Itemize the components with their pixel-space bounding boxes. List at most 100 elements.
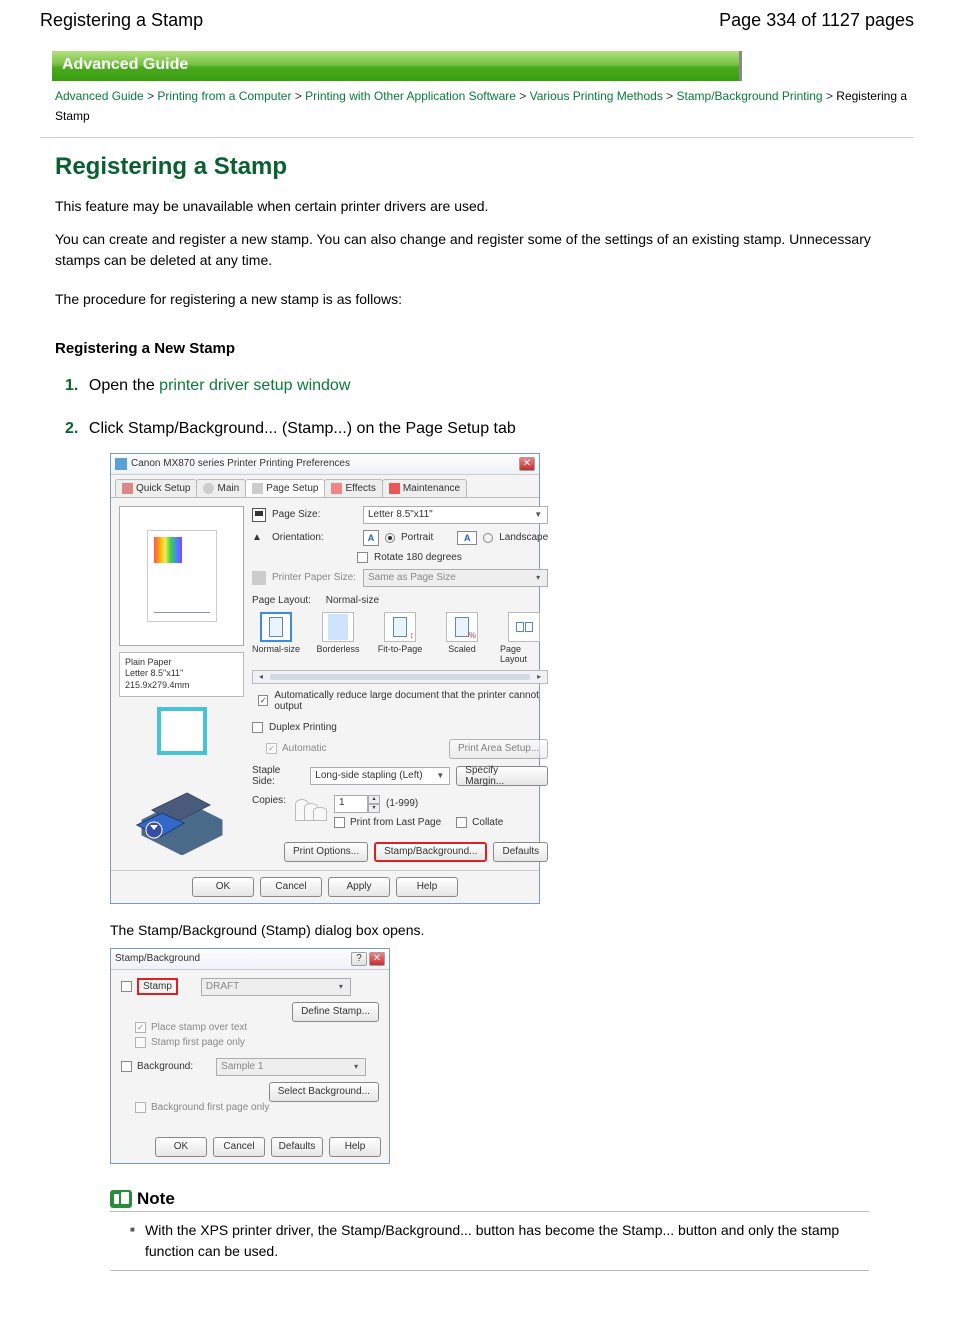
crumb-sep: >: [295, 89, 305, 103]
breadcrumb: Advanced Guide > Printing from a Compute…: [55, 86, 914, 127]
tab-label: Quick Setup: [136, 483, 190, 494]
staple-label: Staple Side:: [252, 765, 304, 787]
select-background-button[interactable]: Select Background...: [269, 1082, 379, 1102]
layout-borderless[interactable]: Borderless: [314, 612, 362, 664]
crumb-various-methods[interactable]: Various Printing Methods: [530, 89, 663, 103]
step-2: 2. Click Stamp/Background... (Stamp...) …: [65, 420, 914, 1271]
apply-button[interactable]: Apply: [328, 877, 390, 897]
defaults-button[interactable]: Defaults: [271, 1137, 323, 1157]
duplex-checkbox[interactable]: [252, 722, 263, 733]
collate-checkbox[interactable]: [456, 817, 467, 828]
help-button[interactable]: Help: [329, 1137, 381, 1157]
close-icon[interactable]: ✕: [369, 952, 385, 966]
crumb-sep: >: [147, 89, 157, 103]
rotate-checkbox[interactable]: [357, 552, 368, 563]
caption-line-2: Letter 8.5"x11" 215.9x279.4mm: [125, 668, 238, 691]
print-last-checkbox[interactable]: [334, 817, 345, 828]
cancel-button[interactable]: Cancel: [213, 1137, 265, 1157]
auto-reduce-checkbox[interactable]: [258, 695, 268, 706]
layout-fit[interactable]: ↕Fit-to-Page: [376, 612, 424, 664]
tab-quick-setup[interactable]: Quick Setup: [115, 479, 197, 497]
layout-page-layout[interactable]: Page Layout: [500, 612, 548, 664]
print-area-button[interactable]: Print Area Setup...: [449, 739, 548, 759]
tab-main[interactable]: Main: [196, 479, 246, 497]
background-combo[interactable]: Sample 1 ▾: [216, 1058, 366, 1076]
stamp-background-dialog: Stamp/Background ? ✕ Stamp DRAFT ▾: [110, 948, 390, 1164]
help-button[interactable]: Help: [396, 877, 458, 897]
help-icon[interactable]: ?: [351, 952, 367, 966]
automatic-label: Automatic: [282, 743, 326, 754]
dialog-body: Stamp DRAFT ▾ Define Stamp... Place stam…: [111, 970, 389, 1131]
guide-banner: Advanced Guide: [52, 51, 742, 81]
down-icon[interactable]: ▾: [368, 804, 380, 813]
note-bullet: With the XPS printer driver, the Stamp/B…: [130, 1220, 869, 1262]
printer-driver-link[interactable]: printer driver setup window: [159, 377, 350, 394]
background-checkbox[interactable]: [121, 1061, 132, 1072]
layout-scaled[interactable]: %Scaled: [438, 612, 486, 664]
page-layout-label: Page Layout:: [252, 595, 311, 606]
preview-column: Plain Paper Letter 8.5"x11" 215.9x279.4m…: [119, 506, 244, 862]
note-footer-line: [110, 1270, 869, 1271]
page-header: Registering a Stamp Page 334 of 1127 pag…: [40, 10, 914, 31]
landscape-radio[interactable]: [483, 533, 493, 543]
layout-label: Borderless: [316, 644, 359, 654]
chevron-down-icon: ▾: [351, 1062, 361, 1071]
crumb-sep: >: [826, 89, 836, 103]
layout-scrollbar[interactable]: ◂ ▸: [252, 670, 548, 684]
scroll-left-icon[interactable]: ◂: [256, 672, 266, 681]
header-right: Page 334 of 1127 pages: [719, 10, 914, 31]
crumb-sep: >: [666, 89, 676, 103]
printer-svg-icon: [132, 765, 232, 855]
page-layout-value: Normal-size: [326, 595, 379, 606]
intro-para-3: The procedure for registering a new stam…: [55, 289, 894, 310]
layout-normal[interactable]: Normal-size: [252, 612, 300, 664]
first-page-checkbox[interactable]: [135, 1037, 146, 1048]
tab-maintenance[interactable]: Maintenance: [382, 479, 467, 497]
crumb-stamp-bg-printing[interactable]: Stamp/Background Printing: [677, 89, 823, 103]
ok-button[interactable]: OK: [155, 1137, 207, 1157]
close-icon[interactable]: ✕: [519, 457, 535, 471]
layout-label: Fit-to-Page: [378, 644, 423, 654]
tab-page-setup[interactable]: Page Setup: [245, 479, 325, 497]
chevron-down-icon: ▾: [533, 573, 543, 582]
portrait-radio[interactable]: [385, 533, 395, 543]
printer-illustration: [119, 765, 244, 855]
bg-first-checkbox[interactable]: [135, 1102, 146, 1113]
up-icon[interactable]: ▴: [368, 795, 380, 804]
printer-paper-label: Printer Paper Size:: [272, 572, 357, 583]
cancel-button[interactable]: Cancel: [260, 877, 322, 897]
crumb-other-software[interactable]: Printing with Other Application Software: [305, 89, 516, 103]
place-over-checkbox[interactable]: [135, 1022, 146, 1033]
copies-spinner[interactable]: 1 ▴▾: [334, 795, 380, 813]
ok-button[interactable]: OK: [192, 877, 254, 897]
layout-options: Normal-size Borderless ↕Fit-to-Page %Sca…: [252, 612, 548, 664]
crumb-advanced-guide[interactable]: Advanced Guide: [55, 89, 144, 103]
layout-label: Page Layout: [500, 644, 548, 664]
mid-text: The Stamp/Background (Stamp) dialog box …: [110, 922, 914, 938]
portrait-label: Portrait: [401, 532, 433, 543]
step-number: 2.: [65, 420, 85, 438]
staple-combo[interactable]: Long-side stapling (Left) ▼: [310, 767, 450, 785]
copies-value: 1: [334, 795, 368, 813]
tab-effects[interactable]: Effects: [324, 479, 382, 497]
crumb-sep: >: [519, 89, 529, 103]
defaults-button[interactable]: Defaults: [493, 842, 548, 862]
orientation-icon: ▲: [252, 532, 266, 543]
chevron-down-icon: ▼: [435, 771, 445, 780]
define-stamp-button[interactable]: Define Stamp...: [292, 1002, 379, 1022]
automatic-checkbox[interactable]: [266, 743, 277, 754]
settings-column: Page Size: Letter 8.5"x11" ▼ ▲ Orientati…: [252, 506, 548, 862]
page-size-combo[interactable]: Letter 8.5"x11" ▼: [363, 506, 548, 524]
dialog-bottom-bar: OK Cancel Defaults Help: [111, 1131, 389, 1163]
stamp-background-button[interactable]: Stamp/Background...: [374, 842, 487, 862]
scroll-right-icon[interactable]: ▸: [534, 672, 544, 681]
background-label: Background:: [137, 1061, 193, 1072]
print-options-button[interactable]: Print Options...: [284, 842, 368, 862]
printer-icon: [115, 458, 127, 470]
stamp-checkbox[interactable]: [121, 981, 132, 992]
specify-margin-button[interactable]: Specify Margin...: [456, 766, 548, 786]
stamp-combo[interactable]: DRAFT ▾: [201, 978, 351, 996]
crumb-printing-computer[interactable]: Printing from a Computer: [157, 89, 291, 103]
first-page-label: Stamp first page only: [151, 1037, 245, 1048]
printer-paper-combo: Same as Page Size ▾: [363, 569, 548, 587]
